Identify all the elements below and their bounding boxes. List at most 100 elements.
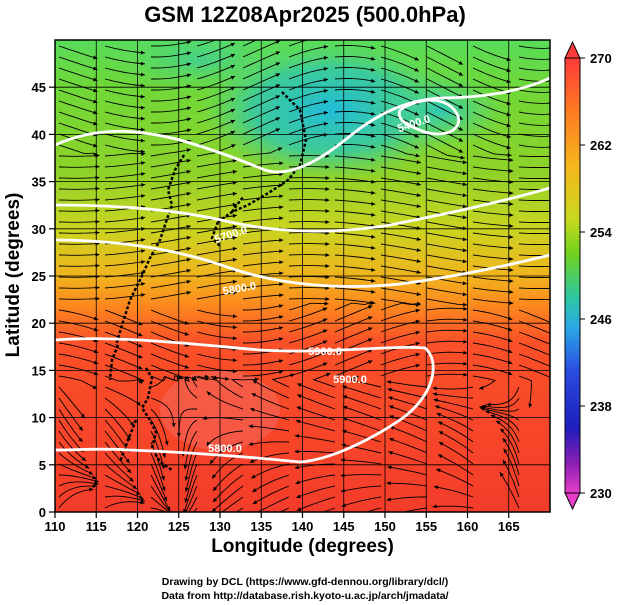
streamline [426,329,468,333]
streamline [518,287,550,289]
streamline [432,505,474,509]
streamline-arrowhead [279,194,284,199]
y-tick-label: 40 [32,127,46,142]
streamline [150,148,191,157]
streamline-arrowhead [171,514,175,518]
streamline-arrowhead [140,50,145,55]
streamline [495,420,520,454]
streamline [58,397,84,432]
streamline [426,221,467,230]
streamline [249,452,290,464]
streamline [58,89,98,103]
streamline-arrowhead [486,402,491,407]
streamline-arrowhead [414,89,419,94]
streamline [426,45,464,65]
streamline [296,496,336,512]
streamline-arrowhead [278,304,284,309]
streamline-arrowhead [415,363,420,368]
streamline-arrowhead [555,297,559,301]
streamline [58,298,100,300]
streamline [104,100,145,109]
streamline-arrowhead [509,224,514,228]
streamline-arrowhead [463,317,468,322]
x-tick-label: 160 [457,519,479,534]
streamline-arrowhead [503,448,508,454]
streamline [104,271,146,278]
streamline [518,364,550,378]
streamline-arrowhead [371,256,376,261]
streamline-arrowhead [212,474,217,479]
streamline [104,122,145,131]
streamline-arrowhead [415,341,420,346]
streamline-arrowhead [462,204,467,209]
streamline [472,100,511,116]
streamline [294,451,336,454]
streamline [389,437,428,454]
streamline-arrowhead [555,275,559,279]
streamline [151,41,192,47]
streamline [104,78,145,87]
streamline [104,397,135,427]
streamline-arrowhead [552,344,556,348]
streamline-arrowhead [183,464,188,470]
streamline-arrowhead [177,374,182,379]
streamline-arrowhead [462,302,467,307]
streamline-arrowhead [323,121,328,126]
streamline [518,144,550,148]
streamline [433,399,474,410]
streamline [104,56,145,65]
streamline-arrowhead [325,198,330,202]
streamline-arrowhead [186,268,191,273]
streamline [242,239,284,245]
streamline [252,474,290,493]
streamline [334,88,376,94]
streamline-arrowhead [371,201,376,206]
streamline [58,188,100,190]
streamline [334,349,373,366]
streamline-arrowhead [232,213,237,218]
streamline-arrowhead [371,245,376,250]
streamline-arrowhead [462,292,467,297]
streamline-arrowhead [435,405,440,409]
streamline [104,133,145,142]
streamline-arrowhead [276,29,281,33]
streamline [502,437,520,476]
streamline [242,195,284,201]
streamline [58,485,97,498]
streamline-arrowhead [371,157,376,162]
streamline-arrowhead [184,364,189,369]
streamline [288,78,329,91]
streamline [334,44,376,50]
streamline-arrowhead [326,372,331,377]
streamline-arrowhead [387,513,391,517]
streamline-arrowhead [388,451,393,455]
streamline [380,287,421,296]
streamline [288,210,330,212]
streamline-arrowhead [433,485,439,490]
streamline [502,459,520,498]
streamline [334,305,373,322]
streamline [58,481,99,487]
streamline [426,298,468,306]
streamline-arrowhead [138,332,143,337]
streamline [334,110,376,116]
streamline-arrowhead [555,154,559,158]
streamline [104,430,131,464]
streamline [196,42,236,58]
streamline-arrowhead [248,424,253,429]
streamline [242,40,258,47]
streamline [472,320,513,332]
streamline-arrowhead [368,360,373,364]
streamline [334,254,376,260]
streamline-arrowhead [555,46,559,50]
streamline [518,232,550,234]
streamline-arrowhead [555,68,559,72]
streamline [58,155,100,157]
streamline [380,45,419,61]
streamline-arrowhead [415,308,420,313]
streamline-arrowhead [416,248,421,252]
streamline [288,89,329,102]
streamline [150,170,191,179]
streamline [196,247,237,256]
